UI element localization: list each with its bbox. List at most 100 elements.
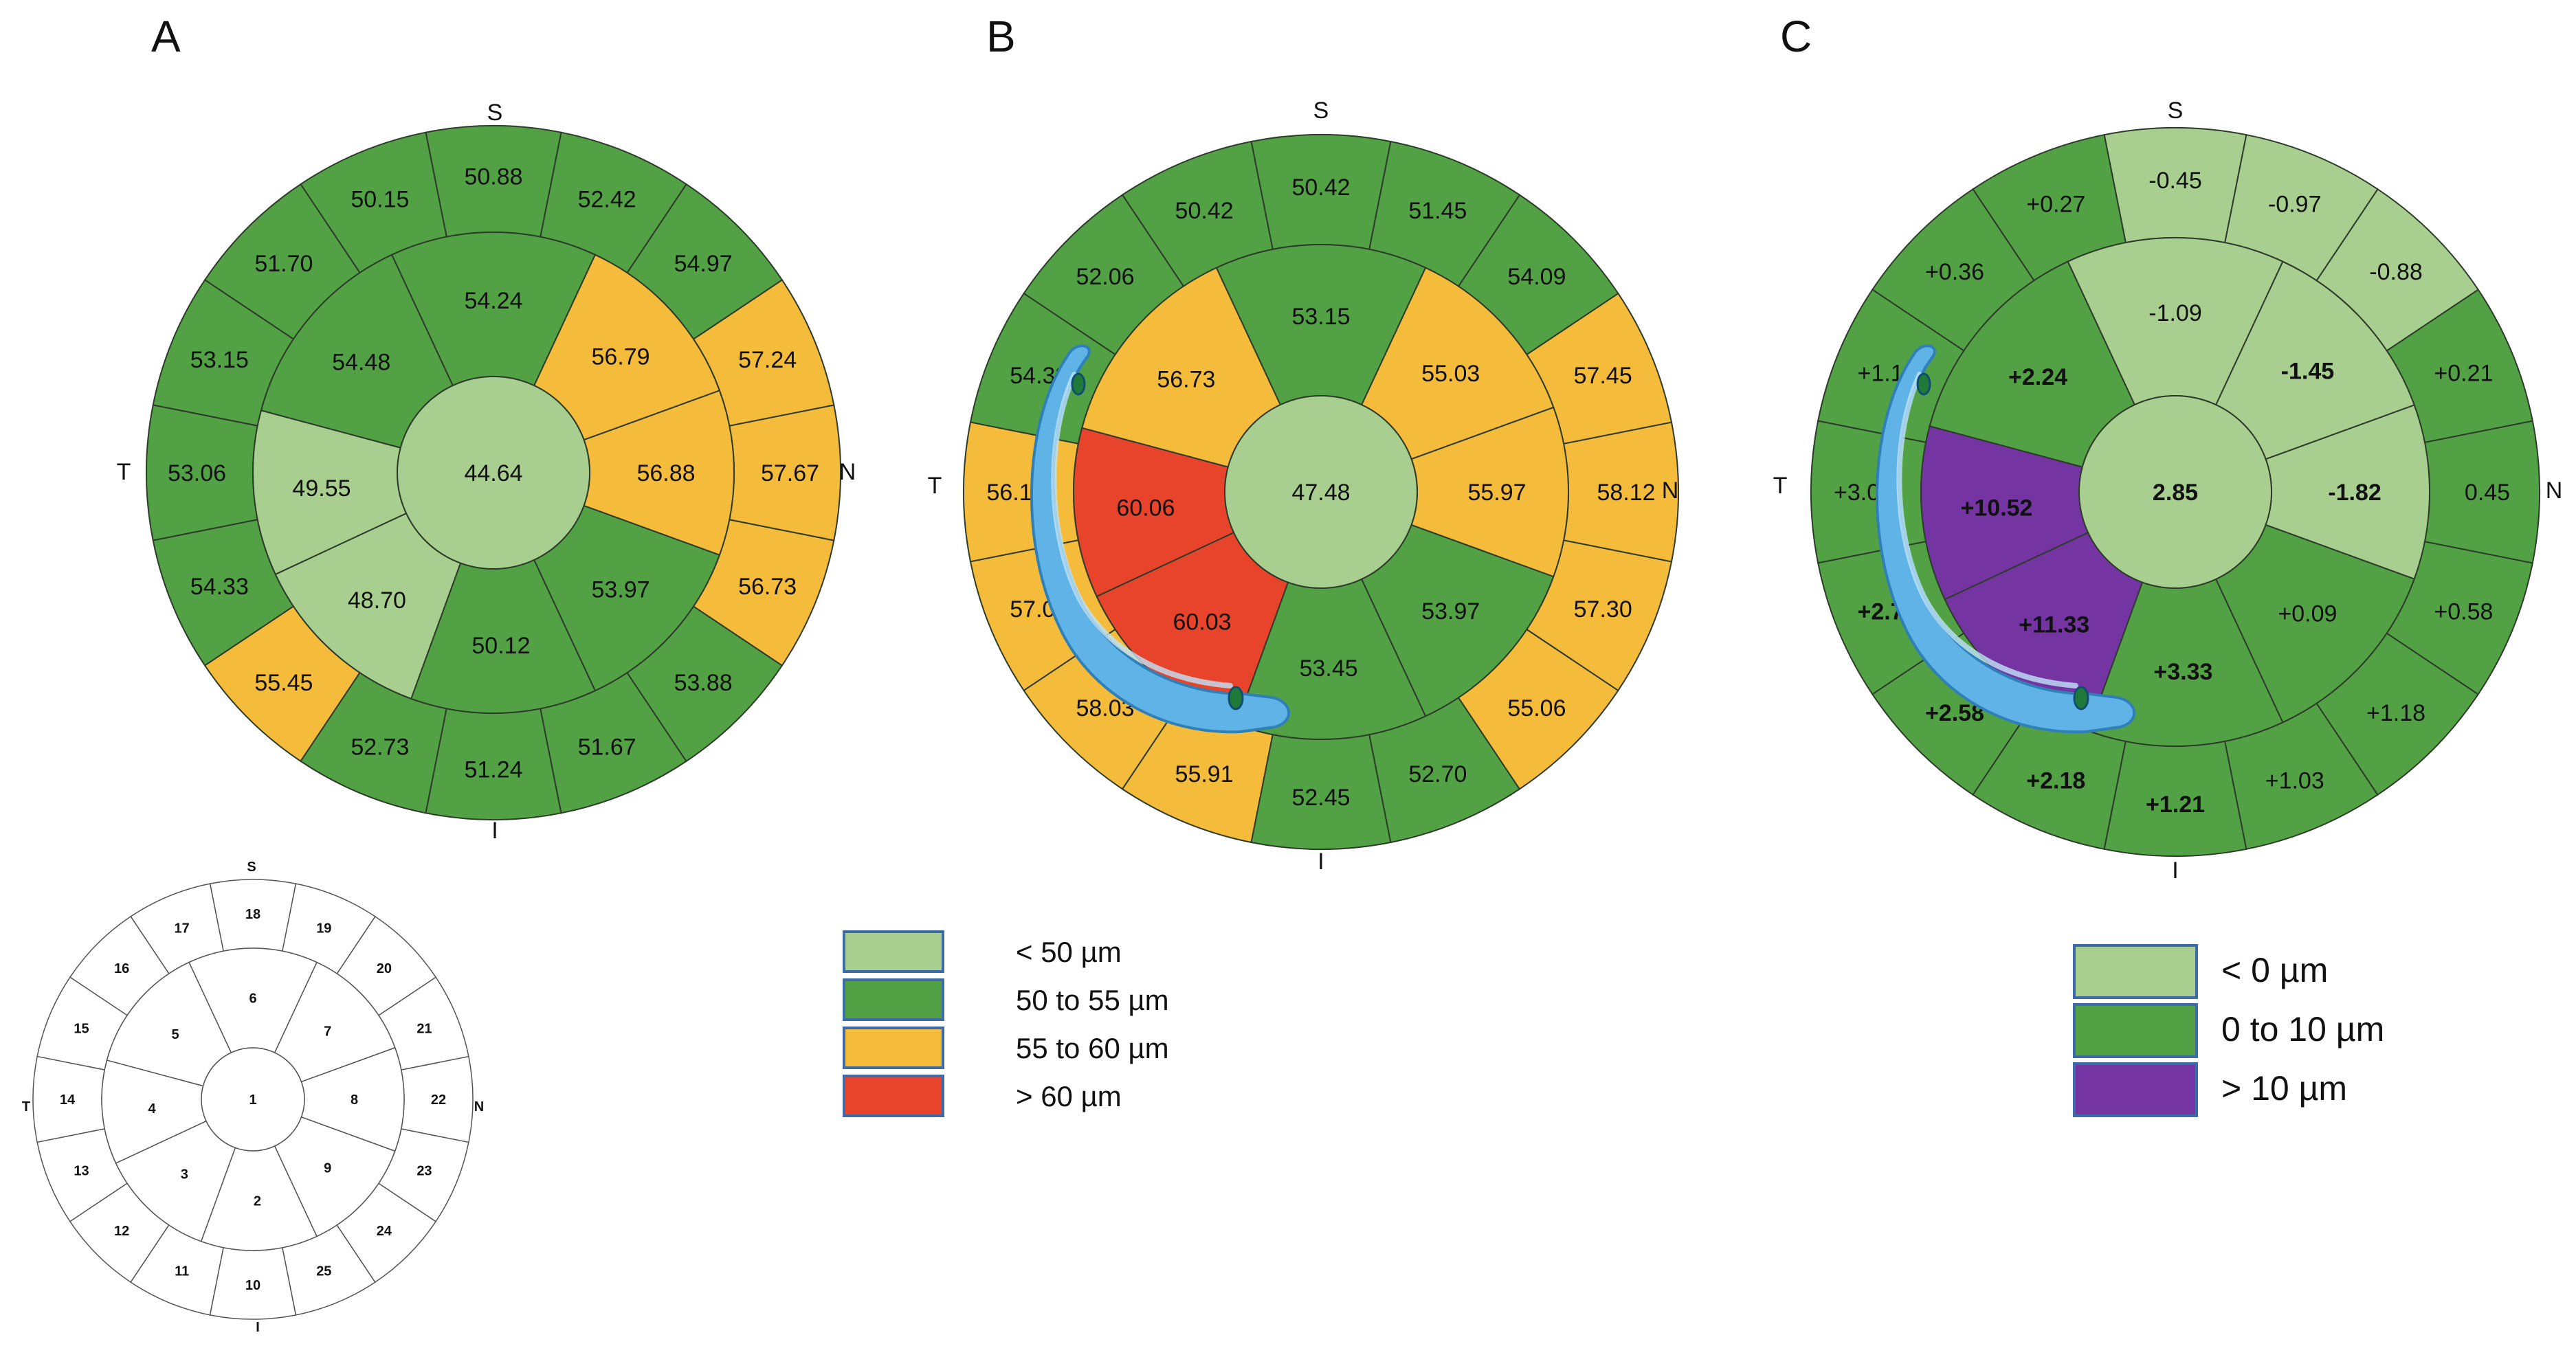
panel-b-superior-label: S xyxy=(1313,98,1329,124)
schematic-superior-label: S xyxy=(247,860,256,875)
legend_c-label-2: > 10 µm xyxy=(2221,1069,2347,1108)
schematic-number-9: 9 xyxy=(324,1161,331,1176)
panel-c-segment-20-value: -0.88 xyxy=(2369,259,2423,285)
schematic-number-5: 5 xyxy=(171,1027,179,1042)
schematic-number-15: 15 xyxy=(74,1022,89,1037)
panel-a-segment-11-value: 52.73 xyxy=(351,735,409,761)
panel-b-segment-18-value: 50.42 xyxy=(1291,175,1350,201)
panel-b-segment-11-value: 55.91 xyxy=(1175,761,1234,787)
schematic-number-12: 12 xyxy=(114,1224,129,1239)
panel-b-segment-20-value: 54.09 xyxy=(1507,264,1566,290)
panel-a-segment-19-value: 52.42 xyxy=(578,186,636,212)
panel-label-b: B xyxy=(986,12,1016,61)
panel-c-segment-1 xyxy=(2078,395,2272,589)
schematic-number-8: 8 xyxy=(351,1092,358,1108)
panel-c-temporal-label: T xyxy=(1773,473,1788,499)
legend-panel-c: < 0 µm 0 to 10 µm > 10 µm xyxy=(2073,944,2384,1117)
panel-b-segment-4-value: 60.06 xyxy=(1116,495,1175,521)
panel-c-segment-17-value: +0.27 xyxy=(2026,192,2085,218)
panel-c-segment-1-value: 2.85 xyxy=(2153,480,2198,506)
schematic-number-22: 22 xyxy=(431,1092,446,1108)
legend_c-swatch-1 xyxy=(2073,1003,2198,1058)
panel-a-segment-13-value: 54.33 xyxy=(190,574,249,600)
panel-label-a: A xyxy=(151,12,181,61)
panel-a-segment-21-value: 57.24 xyxy=(738,347,797,373)
panel-c-segment-10-value: +1.21 xyxy=(2146,792,2205,818)
panel-c-segment-16-value: +0.36 xyxy=(1925,259,1984,285)
panel-a-segment-14-value: 53.06 xyxy=(168,460,226,486)
segment-numbering-schematic: 18 17 16 15 14 13 12 11 10 25 24 23 22 21 20 19 6 5 4 3 2 9 8 7… xyxy=(32,879,474,1320)
panel-b-segment-9-value: 53.97 xyxy=(1421,598,1480,625)
panel-b-segment-6-value: 53.15 xyxy=(1291,304,1350,330)
legend_c-label-1: 0 to 10 µm xyxy=(2221,1010,2384,1049)
panel-c-segment-4-value: +10.52 xyxy=(1961,495,2033,522)
panel-c-segment-9-value: +0.09 xyxy=(2278,601,2337,627)
stent-highlight xyxy=(1051,372,1233,688)
schematic-temporal-label: T xyxy=(22,1099,30,1114)
panel-c-segment-24-value: +1.18 xyxy=(2366,700,2425,726)
schematic-inferior-label: I xyxy=(256,1320,260,1335)
panel-a-segment-15-value: 53.15 xyxy=(190,347,249,373)
legend_b-label-1: 50 to 55 µm xyxy=(1016,984,1169,1016)
stent-hole-top xyxy=(1071,372,1086,396)
panel-b-segment-3-value: 60.03 xyxy=(1173,609,1232,636)
panel-a-segment-20-value: 54.97 xyxy=(674,251,733,277)
schematic-nasal-label: N xyxy=(474,1099,484,1114)
legend_b-label-2: 55 to 60 µm xyxy=(1016,1032,1169,1064)
schematic-number-7: 7 xyxy=(324,1024,331,1039)
schematic-number-18: 18 xyxy=(245,907,260,922)
panel-a-segment-5-value: 54.48 xyxy=(332,350,390,376)
panel-b-segment-5-value: 56.73 xyxy=(1157,366,1215,392)
legend_c-swatch-0 xyxy=(2073,944,2198,999)
legend_c-label-0: < 0 µm xyxy=(2221,951,2328,989)
panel-c-segment-22-value: 0.45 xyxy=(2465,480,2510,506)
panel-a-nasal-label: N xyxy=(839,459,856,485)
panel-c-segment-2-value: +3.33 xyxy=(2153,659,2212,685)
panel-c-segment-6-value: -1.09 xyxy=(2148,300,2202,326)
panel-a-segment-25-value: 51.67 xyxy=(578,735,636,761)
panel-b-inferior-label: I xyxy=(1318,849,1324,875)
panel-b-segment-1-value: 47.48 xyxy=(1291,480,1350,506)
panel-a-segment-6-value: 54.24 xyxy=(464,288,522,314)
panel-label-c: C xyxy=(1780,12,1812,61)
panel-a-segment-1 xyxy=(397,376,590,570)
panel-b-nasal-label: N xyxy=(1662,478,1679,504)
panel-b-segment-17-value: 50.42 xyxy=(1175,198,1234,224)
legend_c-swatch-2 xyxy=(2073,1062,2198,1117)
panel-b-segment-25-value: 52.70 xyxy=(1408,761,1467,787)
panel-a-segment-22-value: 57.67 xyxy=(761,460,819,486)
panel-a-segment-2-value: 50.12 xyxy=(471,633,530,659)
schematic-number-20: 20 xyxy=(377,961,392,976)
schematic-number-14: 14 xyxy=(60,1092,76,1108)
panel-c-segment-18-value: -0.45 xyxy=(2148,168,2202,194)
panel-b-temporal-label: T xyxy=(928,473,942,499)
panel-c-segment-25-value: +1.03 xyxy=(2265,767,2324,794)
panel-a-temporal-label: T xyxy=(117,459,131,485)
schematic-number-11: 11 xyxy=(175,1264,189,1279)
legend_b-swatch-1 xyxy=(843,978,944,1021)
schematic-number-6: 6 xyxy=(249,991,256,1007)
panel-b-segment-8-value: 55.97 xyxy=(1467,480,1526,506)
stent-overlay-panel-c xyxy=(1876,344,2135,734)
stent-overlay-panel-b xyxy=(1030,344,1290,734)
legend_b-label-0: < 50 µm xyxy=(1016,936,1122,968)
panel-a-segment-12-value: 55.45 xyxy=(254,670,313,696)
schematic-number-17: 17 xyxy=(175,921,190,937)
legend_b-swatch-2 xyxy=(843,1027,944,1069)
schematic-number-1: 1 xyxy=(249,1092,256,1108)
panel-b-segment-23-value: 57.30 xyxy=(1574,596,1632,623)
panel-b-segment-24-value: 55.06 xyxy=(1507,695,1566,721)
panel-a-inferior-label: I xyxy=(491,818,498,844)
panel-c-segment-5-value: +2.24 xyxy=(2008,364,2067,390)
panel-b-segment-10-value: 52.45 xyxy=(1291,785,1350,811)
schematic-number-25: 25 xyxy=(316,1264,331,1279)
stent-hole-bottom xyxy=(2073,686,2089,710)
panel-c-segment-21-value: +0.21 xyxy=(2434,360,2493,386)
panel-a-segment-8-value: 56.88 xyxy=(636,460,695,486)
difference-map-panel-c: -0.45+0.27+0.36+1.18+3.09+2.70+2.58+2.18… xyxy=(1810,127,2540,857)
panel-b-segment-21-value: 57.45 xyxy=(1574,363,1632,389)
schematic-segment-1 xyxy=(201,1047,305,1152)
schematic-number-3: 3 xyxy=(181,1167,188,1182)
panel-b-segment-2-value: 53.45 xyxy=(1300,655,1358,682)
